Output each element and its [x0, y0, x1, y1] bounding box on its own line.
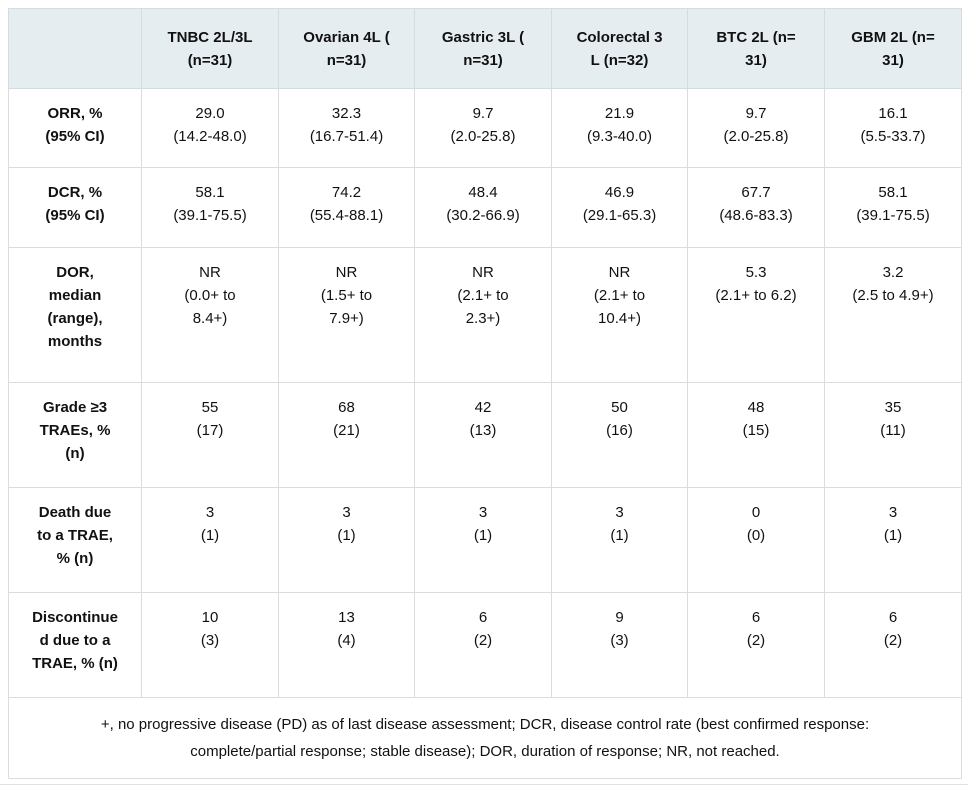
data-cell: 3 (1) — [551, 487, 688, 593]
row-label-grade3-traes: Grade ≥3 TRAEs, % (n) — [8, 382, 142, 488]
data-cell: 0 (0) — [687, 487, 825, 593]
data-cell: 6 (2) — [687, 592, 825, 698]
table-row-dcr: DCR, % (95% CI) 58.1 (39.1-75.5) 74.2 (5… — [8, 167, 962, 248]
data-cell: NR (2.1+ to 10.4+) — [551, 247, 688, 383]
data-cell: 55 (17) — [141, 382, 279, 488]
header-cell-gastric: Gastric 3L ( n=31) — [414, 8, 552, 89]
row-label-death-trae: Death due to a TRAE, % (n) — [8, 487, 142, 593]
data-cell: 68 (21) — [278, 382, 415, 488]
header-cell-tnbc: TNBC 2L/3L (n=31) — [141, 8, 279, 89]
data-cell: 16.1 (5.5-33.7) — [824, 88, 962, 168]
row-label-dcr: DCR, % (95% CI) — [8, 167, 142, 248]
data-cell: 9.7 (2.0-25.8) — [687, 88, 825, 168]
header-cell-empty — [8, 8, 142, 89]
table-row-discontinued-trae: Discontinue d due to a TRAE, % (n) 10 (3… — [8, 592, 962, 698]
data-cell: 3 (1) — [824, 487, 962, 593]
header-cell-colorectal: Colorectal 3 L (n=32) — [551, 8, 688, 89]
footnote-row: +, no progressive disease (PD) as of las… — [8, 697, 962, 779]
data-cell: 42 (13) — [414, 382, 552, 488]
data-cell: NR (1.5+ to 7.9+) — [278, 247, 415, 383]
data-cell: 46.9 (29.1-65.3) — [551, 167, 688, 248]
page-bottom-divider — [0, 784, 968, 785]
data-cell: 3.2 (2.5 to 4.9+) — [824, 247, 962, 383]
data-cell: 58.1 (39.1-75.5) — [824, 167, 962, 248]
data-cell: NR (0.0+ to 8.4+) — [141, 247, 279, 383]
header-row: TNBC 2L/3L (n=31) Ovarian 4L ( n=31) Gas… — [8, 8, 962, 89]
data-cell: 67.7 (48.6-83.3) — [687, 167, 825, 248]
row-label-dor: DOR, median (range), months — [8, 247, 142, 383]
data-cell: 3 (1) — [141, 487, 279, 593]
data-cell: 3 (1) — [278, 487, 415, 593]
footnote-text: +, no progressive disease (PD) as of las… — [8, 697, 962, 779]
data-cell: 3 (1) — [414, 487, 552, 593]
header-cell-btc: BTC 2L (n= 31) — [687, 8, 825, 89]
data-cell: 6 (2) — [824, 592, 962, 698]
data-cell: 21.9 (9.3-40.0) — [551, 88, 688, 168]
data-cell: 50 (16) — [551, 382, 688, 488]
header-cell-gbm: GBM 2L (n= 31) — [824, 8, 962, 89]
row-label-discontinued-trae: Discontinue d due to a TRAE, % (n) — [8, 592, 142, 698]
data-cell: 9.7 (2.0-25.8) — [414, 88, 552, 168]
data-cell: 6 (2) — [414, 592, 552, 698]
header-cell-ovarian: Ovarian 4L ( n=31) — [278, 8, 415, 89]
table-row-grade3-traes: Grade ≥3 TRAEs, % (n) 55 (17) 68 (21) 42… — [8, 382, 962, 488]
data-cell: 5.3 (2.1+ to 6.2) — [687, 247, 825, 383]
data-cell: 9 (3) — [551, 592, 688, 698]
data-cell: 13 (4) — [278, 592, 415, 698]
data-cell: 32.3 (16.7-51.4) — [278, 88, 415, 168]
data-cell: 29.0 (14.2-48.0) — [141, 88, 279, 168]
table-row-dor: DOR, median (range), months NR (0.0+ to … — [8, 247, 962, 383]
data-cell: 74.2 (55.4-88.1) — [278, 167, 415, 248]
data-cell: 48 (15) — [687, 382, 825, 488]
row-label-orr: ORR, % (95% CI) — [8, 88, 142, 168]
table-row-death-trae: Death due to a TRAE, % (n) 3 (1) 3 (1) 3… — [8, 487, 962, 593]
data-cell: 10 (3) — [141, 592, 279, 698]
table-row-orr: ORR, % (95% CI) 29.0 (14.2-48.0) 32.3 (1… — [8, 88, 962, 168]
efficacy-safety-table: TNBC 2L/3L (n=31) Ovarian 4L ( n=31) Gas… — [8, 8, 962, 779]
data-cell: NR (2.1+ to 2.3+) — [414, 247, 552, 383]
data-cell: 48.4 (30.2-66.9) — [414, 167, 552, 248]
data-cell: 58.1 (39.1-75.5) — [141, 167, 279, 248]
data-cell: 35 (11) — [824, 382, 962, 488]
